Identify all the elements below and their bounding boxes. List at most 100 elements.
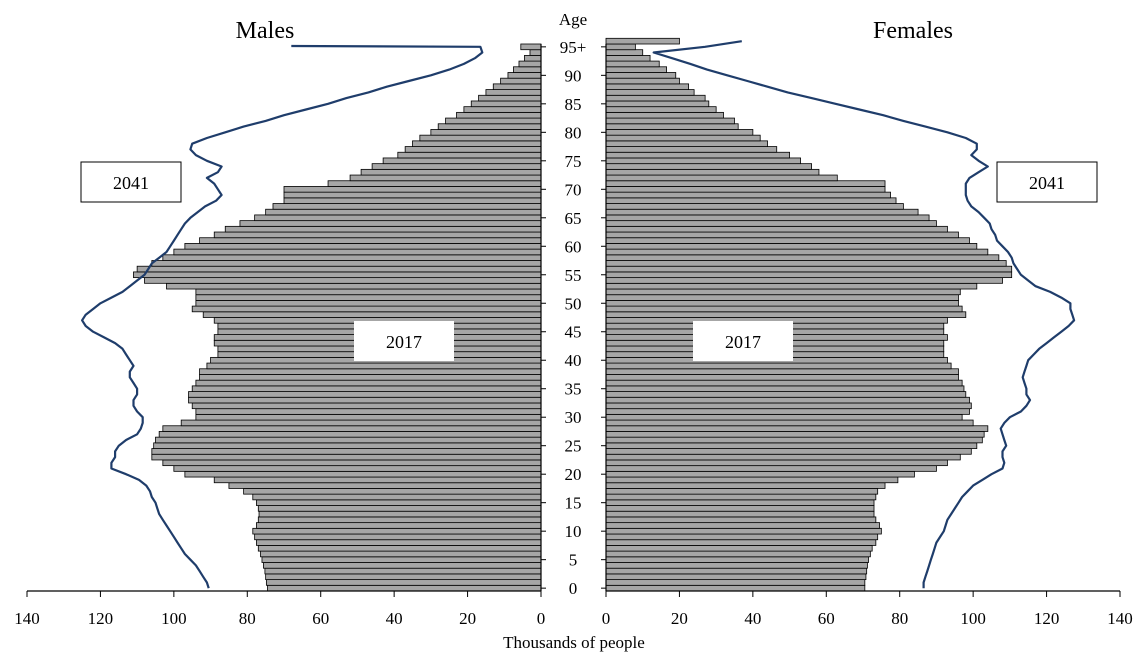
male-bar-age-9	[254, 533, 542, 541]
female-bar-age-48	[605, 311, 967, 318]
female-bar-age-57	[605, 260, 1007, 267]
male-bar-age-22	[162, 459, 542, 467]
female-bar-age-1	[605, 579, 866, 586]
female-bar-age-62	[605, 231, 959, 239]
female-bar-age-51	[605, 294, 959, 301]
male-bar-age-8	[256, 539, 542, 546]
female-bar-age-92	[605, 60, 660, 68]
x-tick-label-left-80: 80	[239, 609, 256, 628]
female-bar-age-49	[605, 305, 963, 313]
male-bar-age-7	[257, 545, 542, 552]
male-bar-age-53	[166, 282, 542, 290]
female-bar-age-90	[605, 72, 677, 79]
label-box	[80, 161, 182, 203]
male-bar-age-74	[371, 163, 542, 170]
female-bar-age-58	[605, 254, 1000, 261]
female-bar-age-30	[605, 413, 963, 421]
male-bar-age-28	[162, 425, 542, 432]
male-bar-age-67	[272, 203, 542, 210]
male-bar-age-12	[257, 516, 542, 524]
male-bar-age-60	[184, 243, 542, 250]
female-bar-age-56	[605, 265, 1013, 273]
female-bar-age-84	[605, 106, 717, 113]
male-bar-age-79	[419, 134, 542, 142]
female-bar-age-27	[605, 431, 985, 438]
female-bar-age-22	[605, 459, 948, 467]
male-bar-age-39	[206, 362, 542, 370]
age-label-65: 65	[565, 209, 582, 228]
male-bar-age-51	[195, 294, 542, 301]
age-label-90: 90	[565, 66, 582, 85]
male-bar-age-4	[263, 562, 542, 569]
female-bar-age-78	[605, 140, 768, 147]
male-bar-age-54	[144, 277, 542, 284]
x-tick-label-right-20: 20	[671, 609, 688, 628]
male-bar-age-95	[520, 43, 542, 51]
female-bar-age-70	[605, 186, 886, 193]
male-bar-age-49	[191, 305, 542, 313]
female-bar-age-52	[605, 288, 961, 296]
female-bar-age-85	[605, 100, 710, 108]
female-bar-age-16	[605, 493, 877, 501]
female-bar-age-55	[605, 271, 1013, 279]
female-bar-age-undefined	[605, 37, 680, 45]
male-bar-age-10	[252, 527, 542, 535]
male-bar-age-35	[191, 385, 542, 392]
male-bar-age-50	[195, 300, 542, 307]
male-bar-age-0	[267, 584, 542, 592]
female-2041-line	[652, 40, 1076, 589]
male-bar-age-32	[191, 402, 542, 410]
age-label-50: 50	[565, 294, 582, 313]
male-bar-age-62	[213, 231, 542, 239]
female-bar-age-68	[605, 197, 897, 204]
female-bar-age-15	[605, 499, 875, 506]
age-label-35: 35	[565, 380, 582, 399]
age-label-5: 5	[569, 551, 578, 570]
female-bar-age-74	[605, 163, 813, 170]
female-bar-age-79	[605, 134, 761, 142]
female-bar-age-13	[605, 510, 875, 518]
male-bar-age-11	[256, 522, 542, 529]
female-bar-age-23	[605, 453, 961, 461]
male-bar-age-2	[265, 573, 542, 581]
age-label-45: 45	[565, 323, 582, 342]
male-bar-age-21	[173, 465, 542, 472]
female-bar-age-60	[605, 243, 978, 250]
male-bar-age-87	[485, 89, 542, 96]
male-bar-age-89	[500, 77, 542, 85]
female-bar-age-88	[605, 83, 690, 90]
male-bar-age-64	[239, 220, 542, 227]
x-axis-title: Thousands of people	[503, 633, 645, 652]
female-bar-age-73	[605, 168, 820, 176]
female-bar-age-54	[605, 277, 1003, 284]
x-tick-label-left-120: 120	[88, 609, 114, 628]
male-bar-age-91	[513, 66, 542, 73]
female-bar-age-81	[605, 123, 739, 130]
male-bar-age-83	[456, 111, 542, 119]
x-tick-label-right-80: 80	[891, 609, 908, 628]
male-bar-age-59	[173, 248, 542, 256]
male-bar-age-75	[382, 157, 542, 165]
female-bar-age-21	[605, 465, 937, 472]
female-bar-age-75	[605, 157, 801, 165]
male-bar-age-84	[463, 106, 542, 113]
females-title: Females	[873, 18, 953, 44]
x-tick-label-left-0: 0	[537, 609, 546, 628]
male-bar-age-29	[180, 419, 542, 427]
female-bar-age-10	[605, 527, 882, 535]
male-bar-age-37	[199, 374, 542, 381]
female-bar-age-93	[605, 54, 651, 62]
age-label-80: 80	[565, 123, 582, 142]
age-label-55: 55	[565, 266, 582, 285]
male-bar-age-27	[158, 431, 542, 438]
x-tick-label-right-60: 60	[818, 609, 835, 628]
male-bar-age-92	[518, 60, 542, 68]
label-text: 2041	[113, 173, 149, 193]
male-bar-age-78	[412, 140, 542, 147]
males-2017-bars	[133, 43, 542, 592]
label-box	[693, 321, 793, 361]
female-bar-age-25	[605, 442, 978, 449]
female-bar-age-24	[605, 448, 972, 455]
female-bar-age-12	[605, 516, 877, 524]
